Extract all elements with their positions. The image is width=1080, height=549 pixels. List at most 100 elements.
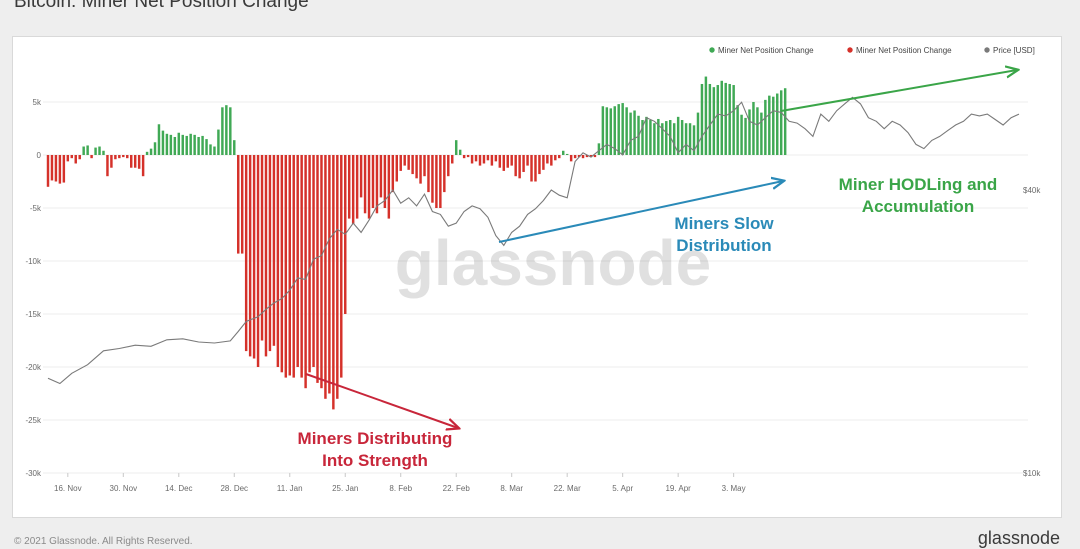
bar-negative [46, 155, 50, 187]
bar-positive [609, 108, 613, 155]
bar-positive [724, 82, 727, 155]
chart-panel: glassnode 5k 0 -5k -10k -15k -20k -25k -30k $40k… [12, 36, 1062, 518]
bar-negative [296, 155, 299, 367]
bar-positive [665, 121, 668, 155]
bar-positive [86, 145, 89, 155]
bar-positive [736, 105, 739, 155]
bar-negative [411, 155, 414, 175]
bar-negative [506, 155, 509, 168]
bar-positive [783, 88, 787, 155]
right-tick-label: $10k [1023, 469, 1041, 478]
bar-positive [173, 136, 177, 155]
bar-negative [391, 155, 395, 193]
y-tick-label: -10k [25, 257, 42, 266]
bar-negative [419, 155, 422, 184]
bar-positive [657, 118, 660, 155]
bar-negative [439, 155, 442, 208]
bar-negative [363, 155, 367, 214]
bar-positive [225, 105, 228, 155]
bar-negative [538, 155, 541, 175]
copyright-text: © 2021 Glassnode. All Rights Reserved. [14, 536, 193, 547]
bar-negative [280, 155, 284, 373]
y-tick-label: -20k [25, 363, 42, 372]
x-tick-label: 11. Jan [277, 484, 303, 493]
arrow-slow-distribution [498, 181, 783, 243]
bar-negative [78, 155, 81, 160]
bar-negative [355, 155, 359, 219]
x-tick-label: 28. Dec [220, 484, 248, 493]
bar-positive [145, 151, 149, 155]
bar-negative [585, 155, 589, 158]
bar-negative [546, 155, 549, 164]
bar-negative [264, 155, 268, 357]
annotation-slow-distribution-line: Miners Slow [674, 214, 774, 233]
bar-positive [233, 140, 236, 155]
bar-negative [70, 155, 74, 159]
y-tick-label: 0 [37, 151, 42, 160]
bar-negative [141, 155, 145, 177]
bar-negative [573, 155, 577, 159]
bar-negative [110, 155, 113, 168]
bar-positive [617, 104, 620, 155]
annotation-slow-distribution-line: Distribution [676, 236, 771, 255]
bar-positive [649, 120, 652, 155]
annotation-accumulation-line: Miner HODLing and [839, 175, 998, 194]
annotation-distributing-line: Miners Distributing [298, 429, 453, 448]
bar-positive [768, 95, 771, 155]
bar-negative [66, 155, 70, 162]
right-tick-label: $40k [1023, 186, 1041, 195]
bar-positive [153, 142, 157, 155]
bar-negative [558, 155, 561, 159]
bar-positive [213, 146, 216, 155]
bar-positive [94, 147, 97, 155]
bar-positive [98, 146, 101, 155]
bar-negative [498, 155, 502, 168]
bar-negative [494, 155, 498, 162]
bar-negative [74, 155, 77, 164]
bar-negative [383, 155, 387, 208]
bar-positive [752, 102, 755, 155]
bar-negative [276, 155, 280, 367]
bar-negative [304, 155, 307, 389]
bar-negative [447, 155, 450, 177]
bar-negative [554, 155, 557, 161]
bar-positive [454, 140, 458, 155]
bar-negative [347, 155, 351, 219]
bar-negative [50, 155, 54, 181]
bar-negative [569, 155, 573, 162]
bar-negative [126, 155, 129, 159]
bar-positive [217, 129, 220, 155]
y-tick-label: -25k [25, 416, 42, 425]
bar-positive [625, 107, 628, 155]
x-tick-label: 14. Dec [165, 484, 193, 493]
bar-negative [451, 155, 454, 164]
bar-negative [518, 155, 521, 179]
bar-positive [732, 85, 735, 155]
bar-negative [340, 155, 343, 378]
bar-positive [696, 112, 700, 155]
bar-positive [149, 148, 153, 155]
arrow-distributing [305, 373, 458, 428]
bar-negative [316, 155, 319, 383]
bar-negative [268, 155, 272, 352]
bar-positive [684, 123, 688, 155]
x-tick-label: 25. Jan [332, 484, 358, 493]
bar-positive [169, 134, 173, 155]
bar-positive [629, 112, 632, 155]
legend: Miner Net Position Change Miner Net Posit… [709, 46, 1035, 55]
bar-negative [54, 155, 58, 182]
bar-positive [605, 107, 609, 155]
bar-positive [82, 146, 85, 155]
watermark: glassnode [395, 227, 712, 299]
bar-negative [248, 155, 252, 357]
bar-negative [90, 155, 93, 159]
bar-negative [312, 155, 315, 367]
x-tick-label: 19. Apr [665, 484, 691, 493]
bar-positive [185, 135, 188, 155]
x-tick-label: 5. Apr [612, 484, 633, 493]
bar-negative [407, 155, 410, 170]
x-tick-label: 16. Nov [54, 484, 82, 493]
x-tick-label: 30. Nov [110, 484, 138, 493]
bar-positive [621, 103, 624, 155]
bar-negative [522, 155, 525, 172]
